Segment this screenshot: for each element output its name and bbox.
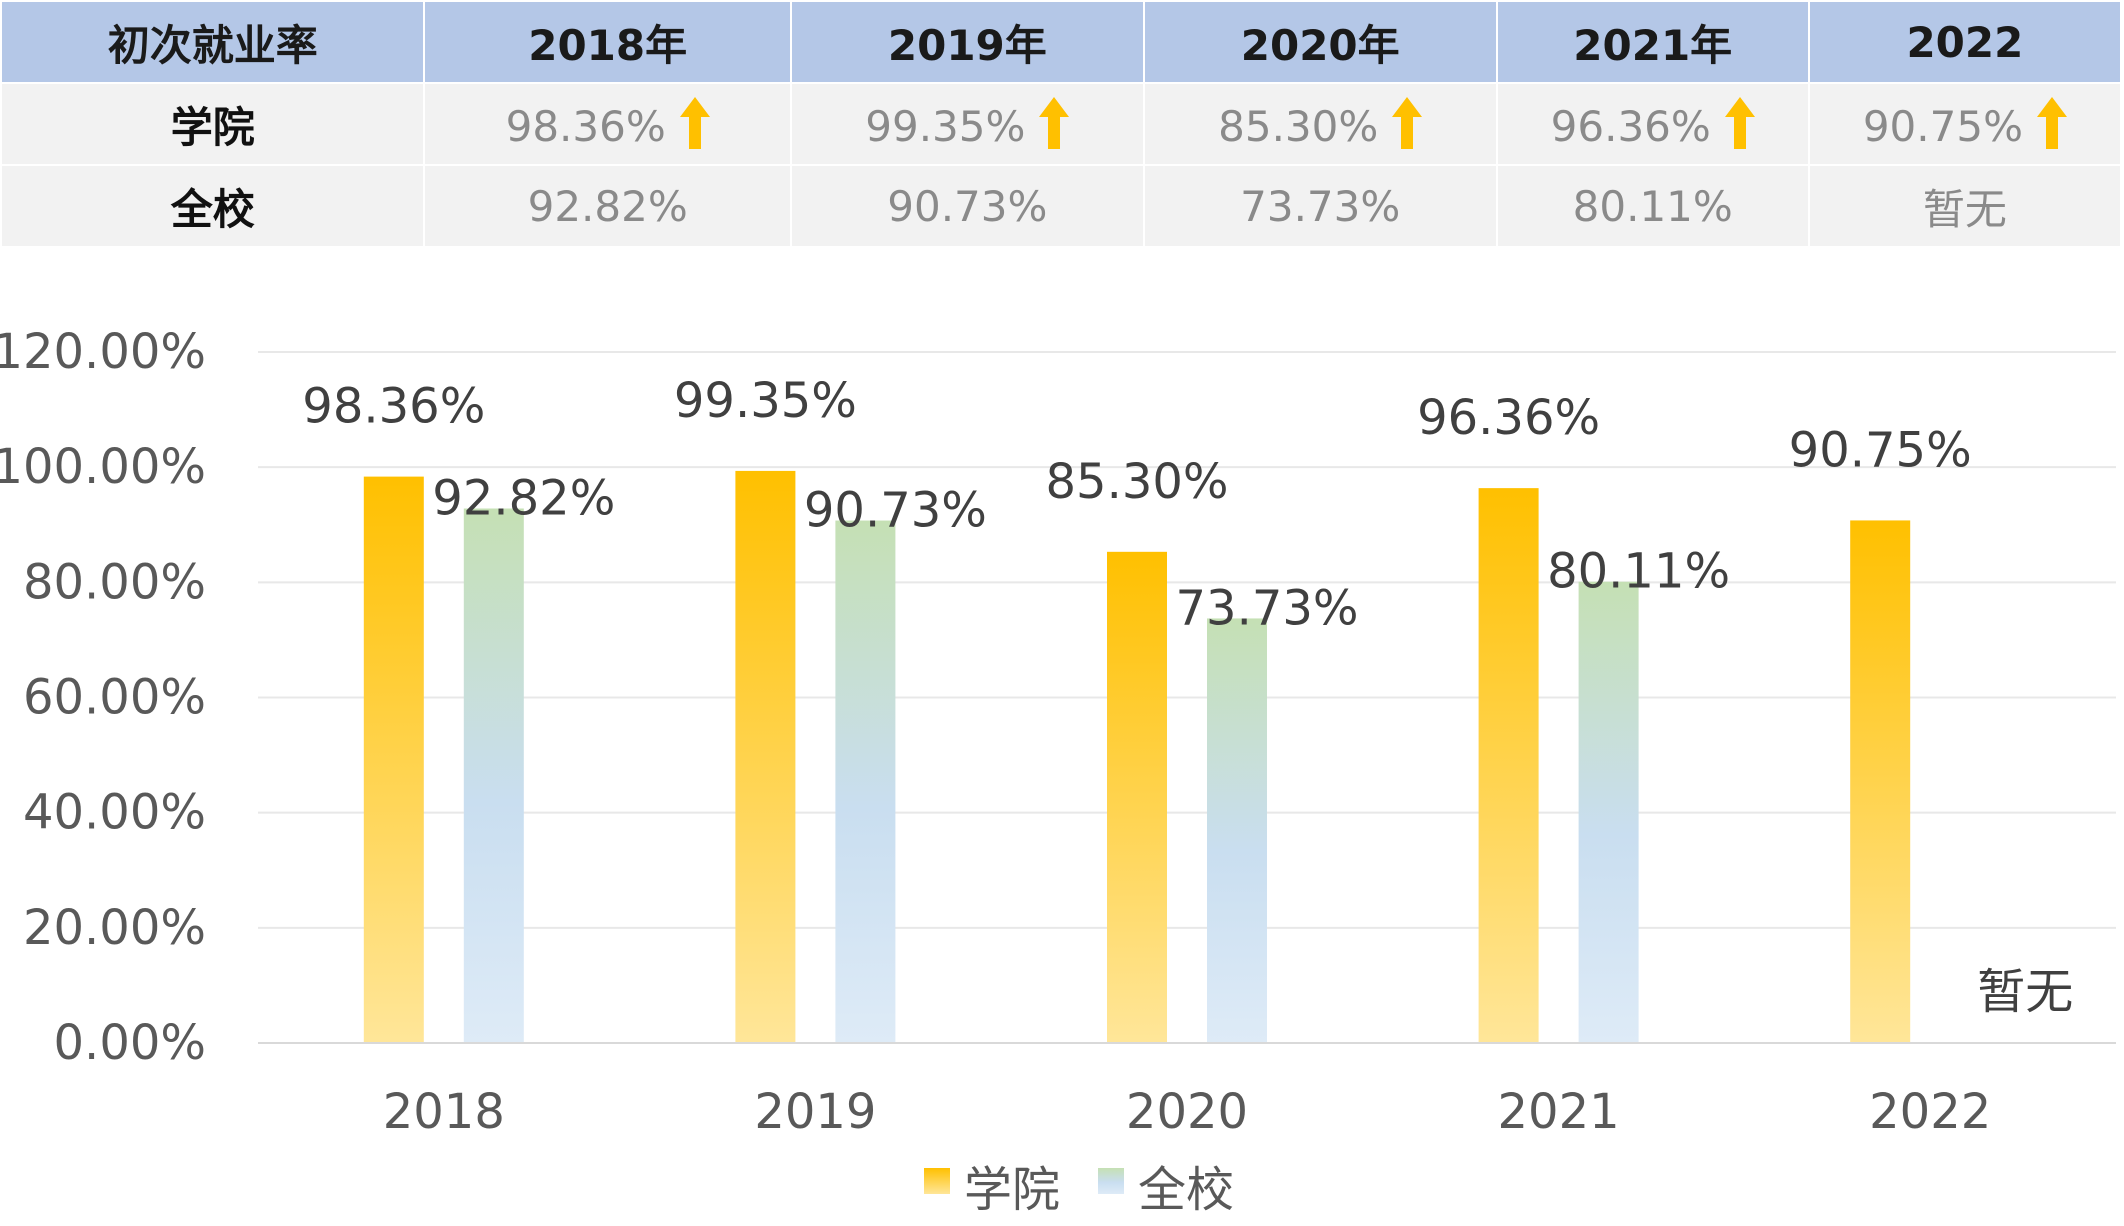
y-tick-label: 120.00%: [0, 324, 206, 380]
x-tick-label: 2018: [383, 1084, 505, 1140]
table-cell: 92.82%: [423, 164, 792, 248]
table-header-cell: 初次就业率: [0, 0, 426, 84]
up-arrow-icon: [1392, 97, 1423, 149]
table-cell: 暂无: [1807, 164, 2123, 248]
table-cell: 90.75%: [1807, 82, 2123, 166]
x-tick-label: 2020: [1126, 1084, 1248, 1140]
data-label: 96.36%: [1417, 390, 1600, 446]
y-tick-label: 60.00%: [23, 670, 206, 726]
bar: [835, 520, 896, 1043]
cell-value: 85.30%: [1218, 102, 1379, 151]
table-cell: 99.35%: [789, 82, 1145, 166]
data-label: 85.30%: [1045, 454, 1228, 510]
bar: [1478, 488, 1539, 1043]
y-tick-label: 100.00%: [0, 439, 206, 495]
legend-swatch: [1098, 1168, 1124, 1194]
table-header-cell: 2020年: [1142, 0, 1498, 84]
data-label: 92.82%: [432, 471, 615, 527]
row-label: 学院: [0, 82, 426, 166]
table-cell: 98.36%: [423, 82, 792, 166]
bar: [463, 508, 524, 1044]
y-tick-label: 40.00%: [23, 785, 206, 841]
y-tick-label: 0.00%: [54, 1015, 206, 1071]
data-label: 90.73%: [804, 483, 987, 539]
table-cell: 80.11%: [1495, 164, 1810, 248]
table-cell: 85.30%: [1142, 82, 1498, 166]
table-header-cell: 2019年: [789, 0, 1145, 84]
x-tick-label: 2019: [754, 1084, 876, 1140]
table-header-row: 初次就业率 2018年 2019年 2020年 2021年 2022: [0, 0, 2123, 84]
legend-label: 全校: [1138, 1162, 1234, 1218]
row-label: 全校: [0, 164, 426, 248]
up-arrow-icon: [2036, 97, 2067, 149]
table-header-cell: 2022: [1807, 0, 2123, 84]
bar: [735, 470, 796, 1044]
legend-label: 学院: [964, 1162, 1060, 1218]
data-label: 暂无: [1977, 964, 2073, 1020]
table-cell: 73.73%: [1142, 164, 1498, 248]
cell-value: 98.36%: [505, 102, 666, 151]
up-arrow-icon: [1724, 97, 1755, 149]
table-header-cell: 2018年: [423, 0, 792, 84]
y-tick-label: 80.00%: [23, 554, 206, 610]
cell-value: 96.36%: [1550, 102, 1711, 151]
table-row-college: 学院 98.36% 99.35% 85.30% 96.36% 90.75%: [0, 82, 2123, 166]
cell-value: 90.75%: [1862, 102, 2023, 151]
bar: [363, 476, 424, 1043]
x-tick-label: 2022: [1869, 1084, 1991, 1140]
data-label: 90.75%: [1789, 422, 1972, 478]
table-header-cell: 2021年: [1495, 0, 1810, 84]
table-row-school: 全校 92.82% 90.73% 73.73% 80.11% 暂无: [0, 164, 2123, 248]
data-label: 98.36%: [302, 379, 485, 435]
up-arrow-icon: [1039, 97, 1070, 149]
summary-table: 初次就业率 2018年 2019年 2020年 2021年 2022 学院 98…: [0, 0, 2123, 248]
data-label: 73.73%: [1175, 580, 1358, 636]
legend-swatch: [924, 1168, 950, 1194]
bar: [1850, 520, 1911, 1043]
table-cell: 90.73%: [789, 164, 1145, 248]
bar: [1578, 581, 1639, 1043]
y-tick-label: 20.00%: [23, 900, 206, 956]
x-tick-label: 2021: [1498, 1084, 1620, 1140]
bar: [1207, 618, 1267, 1043]
data-label: 99.35%: [674, 373, 857, 429]
up-arrow-icon: [679, 97, 710, 149]
cell-value: 99.35%: [865, 102, 1026, 151]
bar: [1107, 551, 1167, 1043]
data-label: 80.11%: [1547, 544, 1730, 600]
table-cell: 96.36%: [1495, 82, 1810, 166]
